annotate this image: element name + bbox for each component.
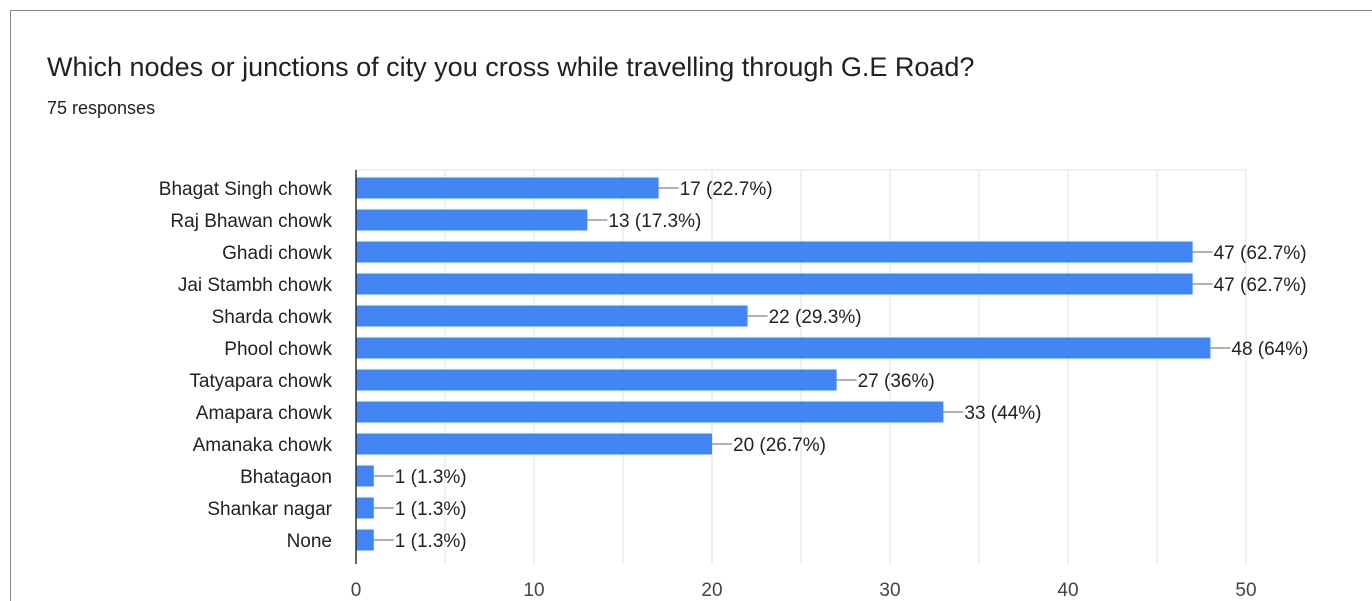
response-count: 75 responses	[47, 98, 156, 118]
data-label: 1 (1.3%)	[395, 531, 467, 552]
bars: Bhagat Singh chowk 17 (22.7%) Raj Bhawan c…	[159, 177, 1309, 552]
category-label: None	[287, 531, 332, 552]
x-tick-label: 0	[351, 580, 362, 601]
category-label: Amanaka chowk	[193, 435, 333, 456]
data-label: 1 (1.3%)	[395, 467, 467, 488]
bar	[356, 209, 588, 231]
category-label: Ghadi chowk	[222, 243, 332, 264]
category-label: Amapara chowk	[196, 403, 333, 424]
data-label: 48 (64%)	[1231, 339, 1308, 360]
data-label: 33 (44%)	[964, 403, 1041, 424]
bar	[356, 241, 1193, 263]
category-label: Shankar nagar	[207, 499, 332, 520]
category-label: Sharda chowk	[212, 307, 333, 328]
data-label: 27 (36%)	[858, 371, 935, 392]
bar	[356, 305, 748, 327]
gridlines	[356, 169, 1247, 564]
x-tick-label: 40	[1057, 580, 1078, 601]
bar	[356, 273, 1193, 295]
bar	[356, 529, 374, 551]
data-label: 22 (29.3%)	[769, 307, 862, 328]
x-tick-label: 30	[879, 580, 900, 601]
data-label: 1 (1.3%)	[395, 499, 467, 520]
data-label: 13 (17.3%)	[608, 211, 701, 232]
data-label: 20 (26.7%)	[733, 435, 826, 456]
x-tick-label: 50	[1235, 580, 1256, 601]
category-label: Jai Stambh chowk	[178, 275, 333, 296]
data-label: 17 (22.7%)	[680, 179, 773, 200]
x-tick-label: 20	[701, 580, 722, 601]
category-label: Bhatagaon	[240, 467, 332, 488]
bar	[356, 369, 837, 391]
data-label: 47 (62.7%)	[1214, 243, 1307, 264]
category-label: Tatyapara chowk	[189, 371, 332, 392]
data-label: 47 (62.7%)	[1214, 275, 1307, 296]
bar	[356, 433, 712, 455]
axes: 0 10 20 30 40 50	[351, 170, 1257, 601]
category-label: Raj Bhawan chowk	[170, 211, 332, 232]
bar	[356, 497, 374, 519]
x-tick-label: 10	[523, 580, 544, 601]
category-label: Phool chowk	[224, 339, 332, 360]
question-title: Which nodes or junctions of city you cro…	[47, 52, 975, 82]
bar	[356, 177, 659, 199]
bar	[356, 337, 1211, 359]
bar	[356, 465, 374, 487]
bar	[356, 401, 944, 423]
category-label: Bhagat Singh chowk	[159, 179, 333, 200]
